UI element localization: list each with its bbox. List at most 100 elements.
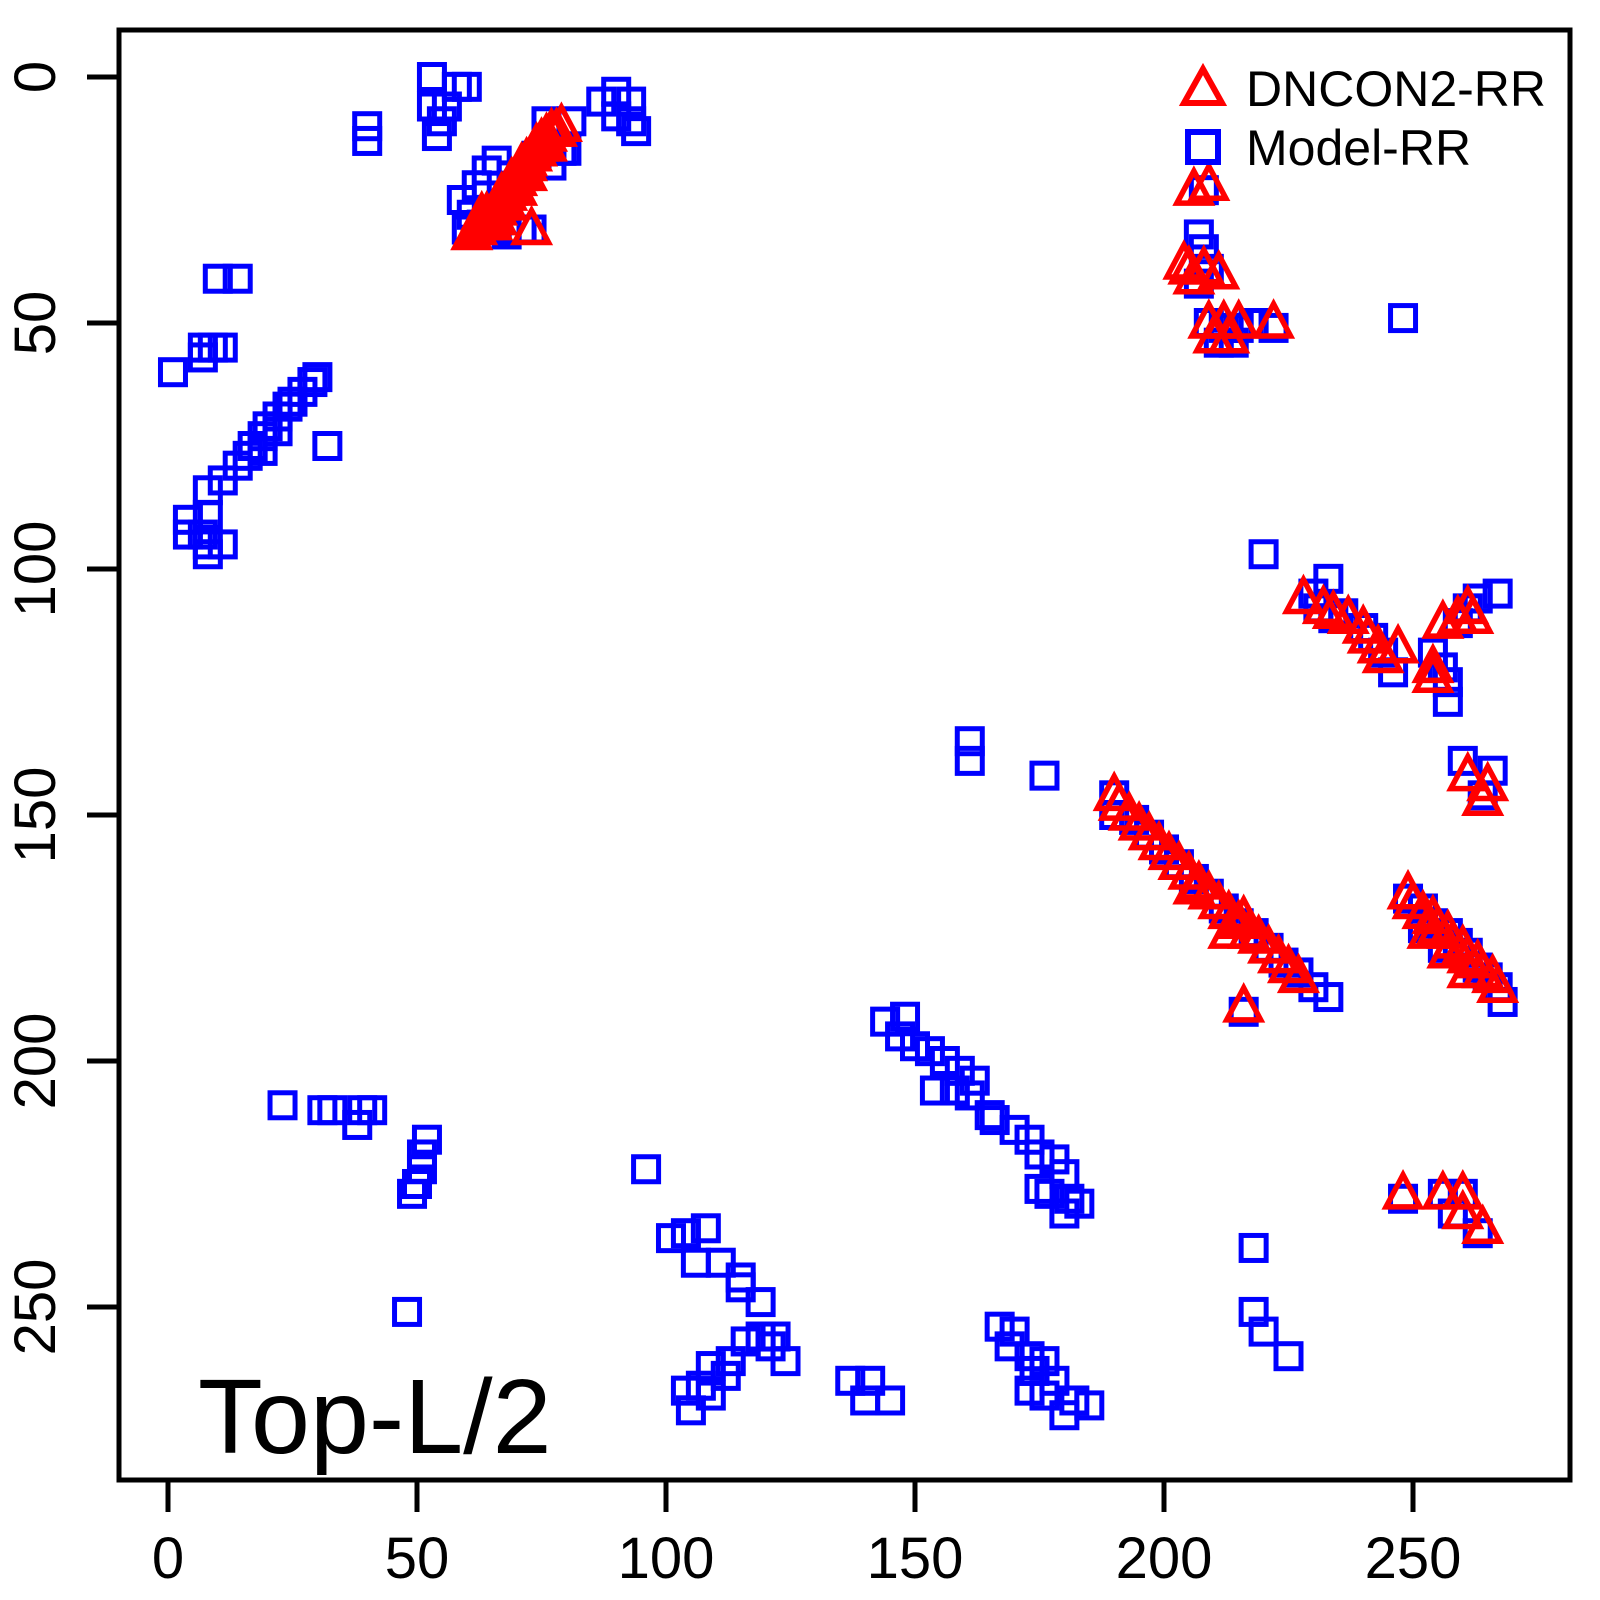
model-rr-point bbox=[1064, 1188, 1095, 1219]
model-rr-point bbox=[770, 1346, 801, 1377]
dncon2-rr-point bbox=[475, 194, 519, 236]
model-rr-point bbox=[954, 745, 985, 776]
x-tick-label: 100 bbox=[618, 1526, 715, 1591]
model-rr-point bbox=[157, 357, 188, 388]
model-rr-point bbox=[1248, 1316, 1279, 1347]
model-rr-point bbox=[680, 1247, 711, 1278]
model-rr-point bbox=[1238, 1232, 1269, 1263]
dncon2-rr-point bbox=[1416, 903, 1460, 944]
legend-item-model-rr: Model-RR bbox=[1185, 120, 1471, 176]
model-rr-point bbox=[616, 106, 647, 137]
y-tick-label: 250 bbox=[3, 1259, 68, 1356]
model-rr-point bbox=[695, 1351, 726, 1382]
dncon2-rr-point bbox=[1281, 573, 1326, 615]
model-rr-point bbox=[302, 362, 333, 393]
model-rr-point bbox=[202, 263, 233, 294]
x-tick-label: 50 bbox=[385, 1526, 450, 1591]
legend-label-model-rr: Model-RR bbox=[1246, 120, 1471, 176]
dncon2-rr-point bbox=[1222, 893, 1266, 935]
dncon2-rr-point bbox=[1172, 863, 1216, 905]
y-tick-label: 200 bbox=[3, 1013, 68, 1110]
model-rr-point bbox=[397, 1178, 428, 1209]
dncon2-rr-point bbox=[1476, 962, 1520, 1003]
x-tick-label: 150 bbox=[867, 1526, 964, 1591]
x-tick-label: 200 bbox=[1116, 1526, 1213, 1591]
y-tick-label: 0 bbox=[3, 61, 68, 93]
model-rr-point bbox=[631, 1154, 662, 1185]
legend-item-dncon2-rr: DNCON2-RR bbox=[1178, 61, 1546, 117]
model-rr-point bbox=[979, 1105, 1010, 1136]
model-rr-point bbox=[342, 1109, 373, 1140]
dncon2-rr-point bbox=[1426, 927, 1470, 969]
model-rr-point bbox=[1482, 578, 1513, 609]
model-rr-point bbox=[1238, 1296, 1269, 1327]
model-rr-point bbox=[954, 1080, 985, 1111]
dncon2-rr-point bbox=[1187, 160, 1231, 201]
model-rr-point bbox=[416, 62, 447, 92]
model-rr-point bbox=[855, 1365, 886, 1396]
model-rr-point bbox=[197, 332, 228, 363]
model-rr-point bbox=[890, 1001, 921, 1032]
model-rr-point bbox=[1029, 760, 1060, 791]
square-marker-icon bbox=[1185, 129, 1221, 165]
model-rr-point bbox=[875, 1385, 906, 1416]
model-rr-point bbox=[187, 342, 218, 373]
model-rr-point bbox=[312, 431, 343, 461]
model-rr-point bbox=[1388, 303, 1419, 334]
dncon2-rr-point bbox=[1411, 652, 1455, 693]
model-rr-point bbox=[1029, 1380, 1060, 1411]
model-rr-point bbox=[1273, 1341, 1304, 1372]
model-rr-point bbox=[690, 1213, 721, 1244]
dncon2-rr-point bbox=[1406, 908, 1450, 949]
model-rr-point bbox=[695, 1380, 726, 1411]
y-axis: 0 50 100 150 200 250 bbox=[3, 61, 119, 1356]
model-rr-point bbox=[187, 519, 218, 550]
dncon2-rr-point bbox=[1446, 750, 1490, 792]
model-rr-point bbox=[421, 121, 452, 152]
dncon2-rr-point bbox=[1446, 947, 1490, 989]
model-rr-point bbox=[352, 125, 383, 156]
model-rr-point bbox=[267, 1090, 298, 1121]
model-rr-point bbox=[1024, 1173, 1055, 1204]
model-rr-point bbox=[1029, 1346, 1060, 1377]
model-rr-point bbox=[1049, 1400, 1080, 1431]
dncon2-rr-point bbox=[1162, 239, 1206, 280]
model-rr-point bbox=[222, 263, 253, 294]
dncon2-rr-point bbox=[1251, 298, 1296, 339]
triangle-marker-icon bbox=[1178, 62, 1228, 106]
dncon2-rr-point bbox=[509, 204, 554, 246]
model-rr-points bbox=[157, 62, 1518, 1431]
dncon2-rr-point bbox=[504, 150, 549, 192]
model-rr-point bbox=[192, 539, 223, 570]
dncon2-rr-point bbox=[1197, 248, 1241, 290]
dncon2-rr-point bbox=[1276, 952, 1321, 994]
dncon2-rr-point bbox=[1326, 593, 1370, 634]
dncon2-rr-point bbox=[524, 121, 569, 162]
model-rr-point bbox=[919, 1075, 950, 1106]
legend-label-dncon2-rr: DNCON2-RR bbox=[1246, 61, 1546, 117]
dncon2-rr-point bbox=[1376, 622, 1420, 664]
model-rr-point bbox=[317, 1095, 348, 1126]
model-rr-point bbox=[621, 116, 652, 147]
dncon2-rr-point bbox=[1451, 593, 1495, 634]
dncon2-rr-point bbox=[1381, 1168, 1425, 1210]
y-tick-label: 50 bbox=[3, 291, 68, 356]
legend: DNCON2-RR Model-RR bbox=[1178, 61, 1546, 176]
y-tick-label: 100 bbox=[3, 521, 68, 618]
model-rr-point bbox=[1447, 745, 1478, 776]
model-rr-point bbox=[192, 499, 223, 530]
chart-title: Top-L/2 bbox=[198, 1358, 552, 1476]
model-rr-point bbox=[297, 367, 328, 398]
model-rr-point bbox=[402, 1169, 432, 1199]
dncon2-rr-point bbox=[539, 101, 583, 142]
y-tick-label: 150 bbox=[3, 767, 68, 864]
model-rr-point bbox=[451, 71, 482, 102]
model-rr-point bbox=[307, 1095, 338, 1126]
dncon2-rr-points bbox=[450, 101, 1520, 1245]
dncon2-rr-point bbox=[1361, 632, 1405, 674]
dncon2-rr-point bbox=[1411, 642, 1455, 684]
model-rr-point bbox=[247, 435, 278, 466]
model-rr-point bbox=[207, 332, 238, 363]
